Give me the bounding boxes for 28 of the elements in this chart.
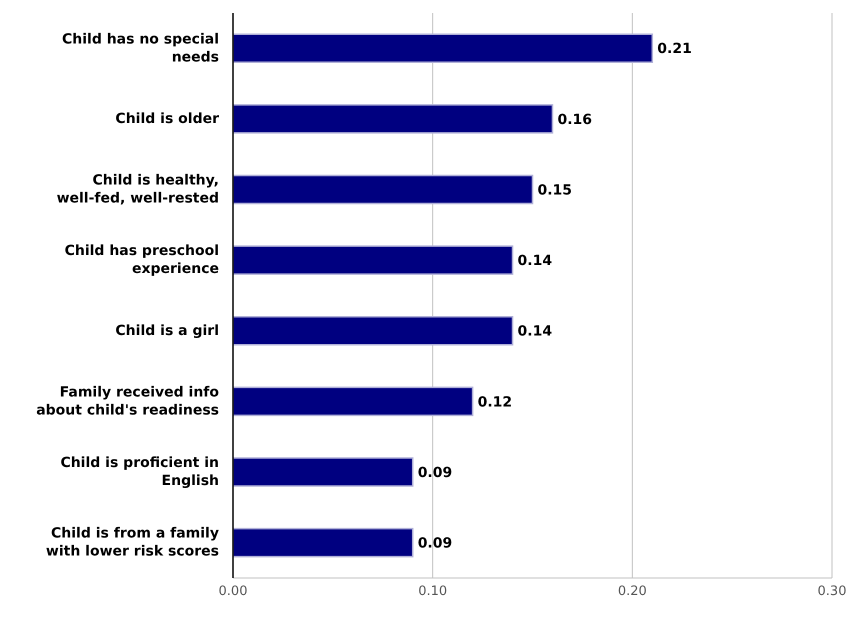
y-tick-label: Child has preschool experience [64,243,219,278]
bar [233,174,534,204]
bar [233,457,414,487]
x-tick-label: 0.00 [218,584,248,600]
data-label: 0.16 [557,112,592,128]
bar [233,33,654,63]
bar [233,245,514,275]
data-label: 0.12 [478,394,512,410]
y-tick-label: Child has no special needs [62,31,219,66]
y-tick-label: Child is a girl [115,322,219,339]
y-tick-label: Child is from a family with lower risk scores [46,526,219,560]
data-label: 0.09 [418,536,452,552]
data-label: 0.09 [418,464,452,481]
x-tick-label: 0.10 [418,584,448,600]
y-tick-label: Family received info about child's readiness [36,384,220,418]
data-label: 0.14 [518,253,552,270]
bar [233,386,474,416]
x-tick-label: 0.20 [618,584,647,600]
y-tick-label: Child is older [115,110,220,127]
data-label: 0.15 [538,182,572,198]
data-label: 0.14 [518,324,552,340]
bar [233,316,514,346]
y-tick-label: Child is healthy, well-fed, well-rested [56,172,219,207]
y-tick-label: Child is proficient in English [60,455,219,490]
x-tick-label: 0.30 [818,584,846,600]
bar [233,528,414,558]
bar [233,104,554,134]
data-label: 0.21 [657,41,692,58]
